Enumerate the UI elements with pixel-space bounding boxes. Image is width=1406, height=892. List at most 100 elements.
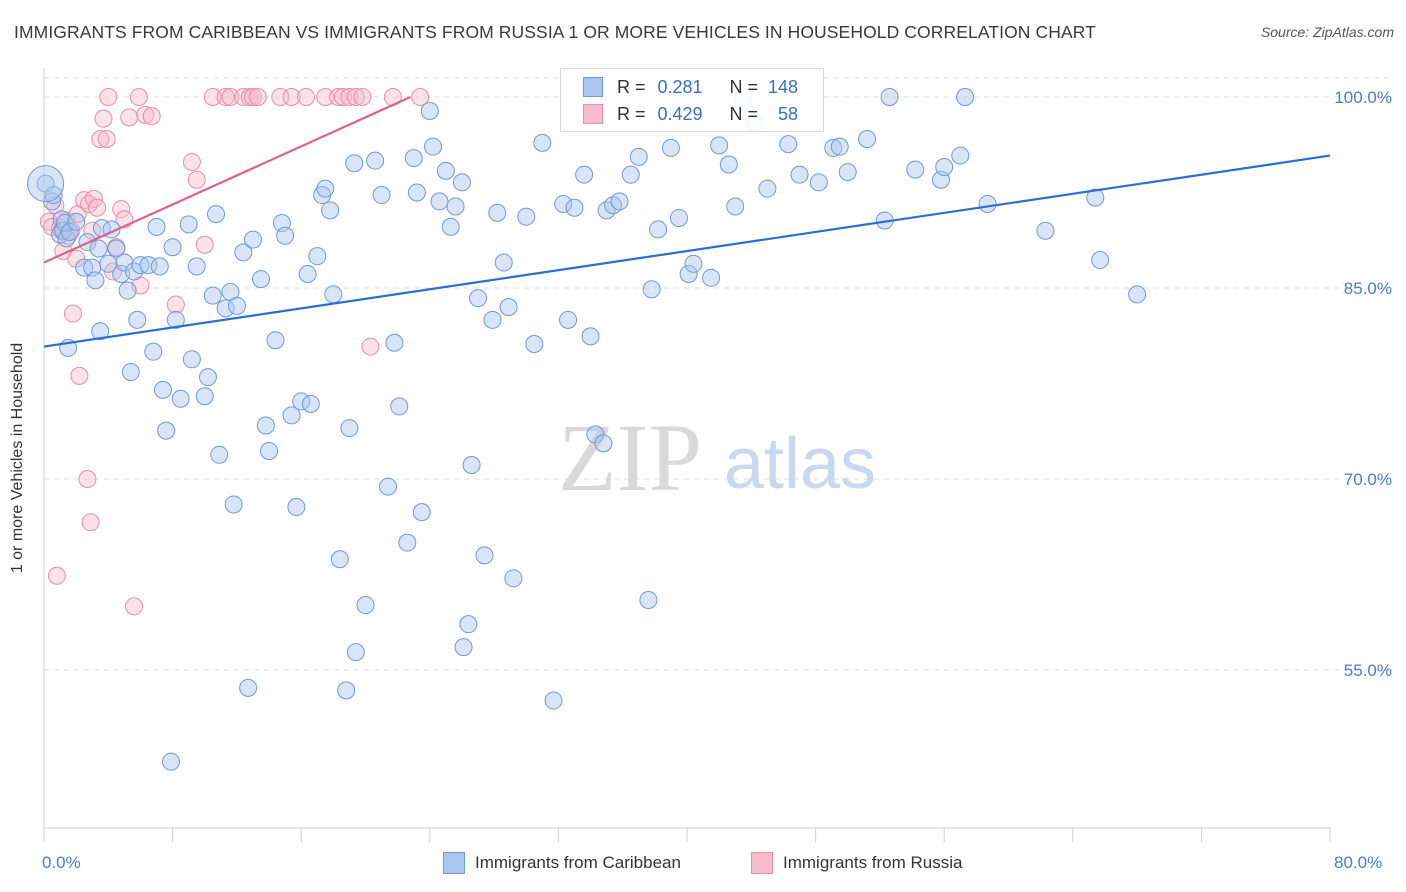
caribbean-point [824, 138, 843, 157]
series-caribbean-points [27, 88, 1147, 771]
caribbean-point [298, 264, 317, 283]
grid [44, 77, 1392, 671]
trend-line-caribbean [43, 154, 1331, 348]
caribbean-point [565, 198, 584, 217]
russia-point [88, 198, 107, 217]
r-label: R = [617, 76, 646, 97]
stats-row-russia: R = 0.429 N = 58 [583, 102, 798, 126]
stats-swatch-russia [583, 104, 603, 124]
caribbean-point [488, 203, 507, 222]
caribbean-point [171, 389, 190, 408]
caribbean-point [404, 149, 423, 168]
trend-line-russia [43, 95, 411, 264]
x-tick-max: 80.0% [1334, 853, 1383, 872]
caribbean-point [187, 257, 206, 276]
caribbean-point [452, 173, 471, 192]
caribbean-point [301, 394, 320, 413]
n-value-caribbean: 148 [768, 76, 799, 97]
bottom-legend: Immigrants from Caribbean Immigrants fro… [0, 852, 1406, 880]
russia-point [203, 88, 222, 106]
caribbean-point [128, 310, 147, 329]
caribbean-point [459, 615, 478, 634]
caribbean-point [469, 289, 488, 308]
russia-point [346, 88, 365, 106]
caribbean-point [398, 533, 417, 552]
caribbean-point [424, 137, 443, 156]
caribbean-point [86, 271, 105, 290]
caribbean-point [906, 160, 925, 179]
caribbean-point [372, 186, 391, 205]
russia-point [112, 200, 131, 219]
russia-point [142, 107, 161, 126]
caribbean-point [610, 192, 629, 211]
axes [43, 68, 1331, 842]
russia-point [47, 566, 66, 585]
caribbean-point [252, 270, 271, 289]
caribbean-point [287, 498, 306, 517]
caribbean-point [147, 217, 166, 236]
caribbean-point [1128, 285, 1147, 304]
caribbean-point [517, 207, 536, 226]
caribbean-point [243, 230, 262, 249]
watermark-zip: ZIP [558, 404, 702, 511]
caribbean-point [256, 416, 275, 435]
caribbean-point [935, 158, 954, 177]
caribbean-point [956, 88, 975, 106]
russia-point [187, 170, 206, 189]
caribbean-point [44, 186, 63, 205]
caribbean-point [340, 419, 359, 438]
caribbean-point [166, 310, 185, 329]
caribbean-point [838, 163, 857, 182]
russia-point [243, 88, 262, 106]
caribbean-point [462, 455, 481, 474]
caribbean-point [661, 138, 680, 157]
caribbean-point [951, 146, 970, 165]
caribbean-point [60, 222, 79, 241]
caribbean-point [203, 286, 222, 305]
russia-point [63, 304, 82, 323]
caribbean-point [179, 215, 198, 234]
caribbean-point [446, 197, 465, 216]
caribbean-point [710, 136, 729, 155]
caribbean-point [790, 165, 809, 184]
caribbean-point [649, 220, 668, 239]
russia-point [70, 366, 89, 385]
russia-point [97, 130, 116, 149]
russia-point [361, 337, 380, 356]
caribbean-point [544, 691, 563, 710]
caribbean-point [276, 226, 295, 245]
caribbean-point [266, 331, 285, 350]
caribbean-point [67, 212, 86, 231]
russia-point [234, 88, 253, 106]
caribbean-point [642, 280, 661, 299]
caribbean-point [153, 380, 172, 399]
caribbean-point [454, 638, 473, 657]
russia-point [78, 470, 97, 488]
caribbean-point [182, 350, 201, 369]
caribbean-point [719, 155, 738, 174]
caribbean-point [345, 154, 364, 173]
caribbean-point [702, 268, 721, 287]
caribbean-point [107, 239, 126, 258]
caribbean-point [559, 310, 578, 329]
caribbean-point [207, 205, 226, 224]
r-value-caribbean: 0.281 [657, 76, 703, 97]
caribbean-point [679, 264, 698, 283]
russia-point [333, 88, 352, 106]
caribbean-point [978, 194, 997, 213]
russia-point [353, 88, 372, 106]
caribbean-point [430, 192, 449, 211]
russia-point [182, 152, 201, 171]
caribbean-point [475, 546, 494, 565]
y-tick-label: 100.0% [1334, 88, 1392, 107]
russia-point [91, 130, 110, 149]
caribbean-point [412, 503, 431, 522]
caribbean-point-large [27, 165, 65, 203]
caribbean-point [121, 363, 140, 382]
caribbean-point [316, 179, 335, 198]
russia-point [340, 88, 359, 106]
y-axis-label: 1 or more Vehicles in Household [9, 342, 26, 574]
caribbean-point [239, 678, 258, 697]
caribbean-point [356, 596, 375, 615]
legend-swatch-caribbean [443, 852, 465, 874]
